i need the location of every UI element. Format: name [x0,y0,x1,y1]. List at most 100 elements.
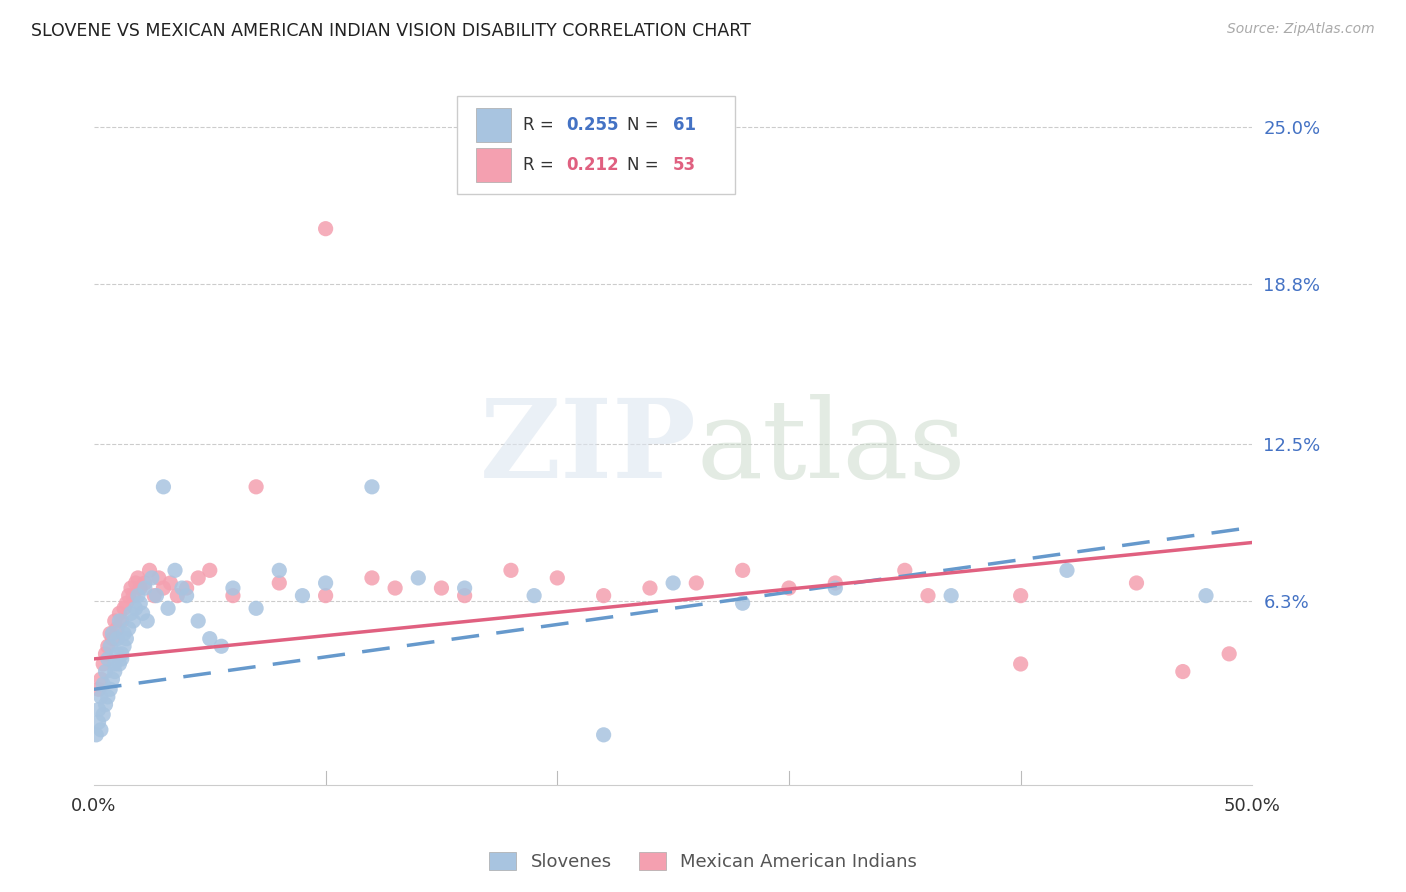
Point [159,576,181,591]
Point [127,589,149,603]
Point [104,665,127,679]
Point [291,589,314,603]
Point [145,589,167,603]
Point [315,576,337,591]
Point [430,581,453,595]
Point [148,571,170,585]
Point [136,614,159,628]
Point [939,589,962,603]
Point [91,657,114,671]
Point [638,581,661,595]
Point [361,480,384,494]
Point [97,652,120,666]
Point [209,640,232,654]
Point [112,601,135,615]
Point [122,589,145,603]
Point [111,647,134,661]
Text: 0.255: 0.255 [567,116,619,134]
Point [101,672,124,686]
Point [198,632,221,646]
Point [134,581,156,595]
Point [108,614,131,628]
Point [384,581,406,595]
Point [87,715,110,730]
FancyBboxPatch shape [477,148,510,182]
Text: 53: 53 [673,156,696,174]
Text: N =: N = [627,156,664,174]
Text: 61: 61 [673,116,696,134]
Point [1010,657,1032,671]
Point [129,581,152,595]
Text: 0.212: 0.212 [567,156,619,174]
Point [917,589,939,603]
Point [111,652,134,666]
Point [1218,647,1240,661]
Point [122,614,145,628]
Point [824,581,846,595]
Point [104,614,127,628]
Point [105,632,128,646]
Text: SLOVENE VS MEXICAN AMERICAN INDIAN VISION DISABILITY CORRELATION CHART: SLOVENE VS MEXICAN AMERICAN INDIAN VISIO… [31,22,751,40]
Point [143,589,166,603]
Point [118,589,141,603]
Point [198,563,221,577]
Point [91,707,114,722]
Point [120,581,142,595]
Point [499,563,522,577]
Point [592,728,614,742]
Point [105,622,128,636]
Point [115,632,138,646]
Point [662,576,685,591]
Point [97,690,120,704]
Point [1125,576,1147,591]
Point [546,571,568,585]
Point [222,581,245,595]
Point [101,626,124,640]
Text: Source: ZipAtlas.com: Source: ZipAtlas.com [1227,22,1375,37]
Point [245,480,267,494]
Point [112,626,135,640]
FancyBboxPatch shape [477,108,510,142]
Point [187,614,209,628]
Point [87,702,110,716]
Point [87,682,110,697]
Point [138,563,160,577]
Point [94,647,117,661]
Point [1056,563,1078,577]
Point [124,576,146,591]
Point [90,672,112,686]
Point [269,563,291,577]
Text: R =: R = [523,116,558,134]
Point [592,589,614,603]
Point [187,571,209,585]
Point [361,571,384,585]
Point [141,571,163,585]
Point [98,626,121,640]
Point [115,596,138,610]
Point [118,622,141,636]
Point [127,571,149,585]
Point [1010,589,1032,603]
Point [120,607,142,621]
Point [315,221,337,235]
Point [176,581,198,595]
Point [453,581,475,595]
Point [84,728,107,742]
Point [269,576,291,591]
Point [453,589,475,603]
Point [101,632,124,646]
Point [170,581,193,595]
Point [315,589,337,603]
Point [152,480,174,494]
Point [523,589,546,603]
Text: ZIP: ZIP [479,394,696,501]
Point [94,698,117,712]
FancyBboxPatch shape [457,96,734,194]
Point [91,677,114,691]
Legend: Slovenes, Mexican American Indians: Slovenes, Mexican American Indians [482,845,924,879]
Point [731,596,754,610]
Point [131,607,153,621]
Point [731,563,754,577]
Point [105,647,128,661]
Point [176,589,198,603]
